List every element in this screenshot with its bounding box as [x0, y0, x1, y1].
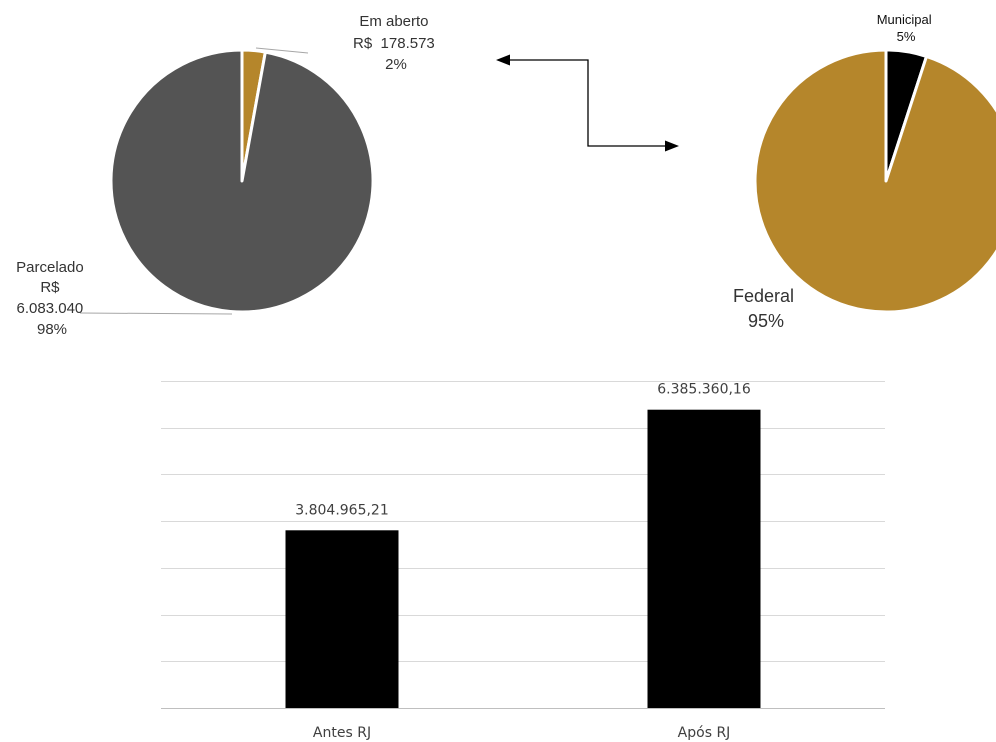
- category-label-apos-rj: Após RJ: [678, 725, 731, 741]
- slice-label-municipal: Municipal 5%: [877, 12, 936, 44]
- leader-line-parcelado: [79, 312, 233, 315]
- bar-apos-rj: [647, 409, 761, 708]
- data-label-antes-rj: 3.804.965,21: [295, 502, 389, 518]
- bar-antes-rj: [285, 530, 399, 708]
- data-label-apos-rj: 6.385.360,16: [657, 382, 751, 398]
- bar-chart-gridlines: [161, 381, 885, 709]
- pie-slice-parcelado: [109, 48, 375, 314]
- category-label-antes-rj: Antes RJ: [313, 725, 371, 741]
- pie-slice-federal: [753, 48, 996, 314]
- slice-label-federal: Federal 95%: [733, 286, 799, 331]
- slice-label-em-aberto: Em aberto R$ 178.573 2%: [353, 13, 439, 73]
- bar-chart-bars: 3.804.965,21 Antes RJ 6.385.360,16 Após RJ: [285, 382, 761, 741]
- pie-chart-debt-status: [109, 48, 375, 314]
- leader-line-em-aberto: [255, 47, 309, 54]
- slice-label-parcelado: Parcelado R$ 6.083.040 98%: [16, 259, 88, 338]
- connector-arrow: [496, 54, 679, 152]
- pie-chart-debt-sphere: [753, 48, 996, 314]
